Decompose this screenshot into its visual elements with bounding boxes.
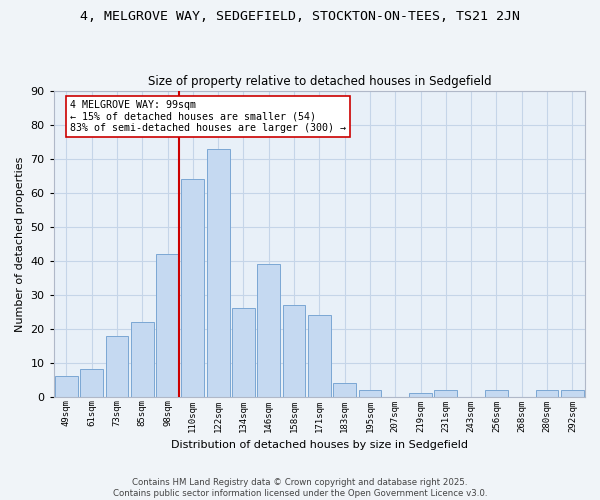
Bar [308,315,331,396]
Bar [207,149,230,396]
Text: 4 MELGROVE WAY: 99sqm
← 15% of detached houses are smaller (54)
83% of semi-deta: 4 MELGROVE WAY: 99sqm ← 15% of detached … [70,100,346,134]
Bar [156,254,179,396]
Bar [55,376,78,396]
Bar [232,308,255,396]
Bar [536,390,559,396]
Bar [333,383,356,396]
Title: Size of property relative to detached houses in Sedgefield: Size of property relative to detached ho… [148,76,491,88]
Bar [131,322,154,396]
Text: 4, MELGROVE WAY, SEDGEFIELD, STOCKTON-ON-TEES, TS21 2JN: 4, MELGROVE WAY, SEDGEFIELD, STOCKTON-ON… [80,10,520,23]
Bar [283,305,305,396]
Bar [181,180,204,396]
Bar [106,336,128,396]
Bar [434,390,457,396]
Bar [257,264,280,396]
Bar [409,393,432,396]
Text: Contains HM Land Registry data © Crown copyright and database right 2025.
Contai: Contains HM Land Registry data © Crown c… [113,478,487,498]
Bar [485,390,508,396]
Bar [80,370,103,396]
X-axis label: Distribution of detached houses by size in Sedgefield: Distribution of detached houses by size … [171,440,468,450]
Bar [359,390,382,396]
Bar [561,390,584,396]
Y-axis label: Number of detached properties: Number of detached properties [15,156,25,332]
